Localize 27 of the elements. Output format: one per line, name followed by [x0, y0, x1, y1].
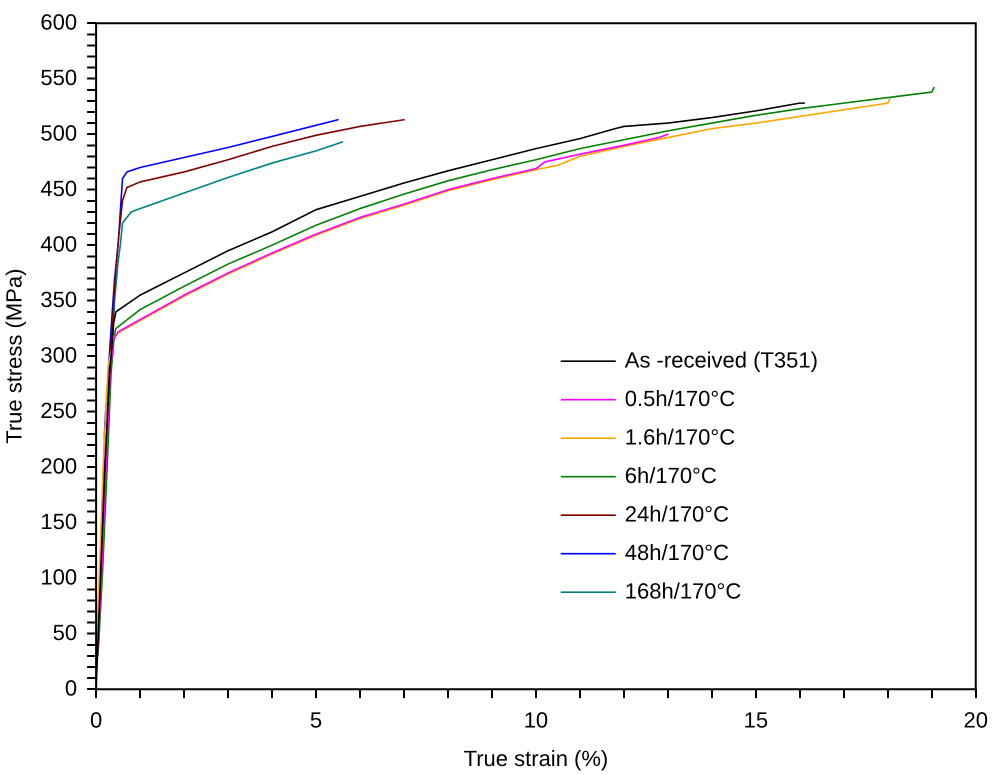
- x-tick-label: 5: [310, 707, 322, 732]
- x-tick-label: 20: [964, 707, 988, 732]
- y-tick-label: 500: [40, 120, 78, 146]
- legend-label: 6h/170°C: [624, 462, 717, 488]
- y-tick-label: 400: [40, 231, 78, 256]
- legend-label: 48h/170°C: [624, 540, 730, 565]
- legend-label: 24h/170°C: [624, 501, 730, 526]
- x-tick-label: 10: [524, 707, 548, 732]
- x-axis-title: True strain (%): [464, 746, 608, 771]
- y-tick-label: 150: [40, 508, 78, 534]
- y-tick-label: 450: [40, 176, 78, 201]
- y-tick-label: 300: [40, 342, 78, 368]
- y-tick-label: 600: [40, 9, 78, 34]
- legend-label: 168h/170°C: [624, 578, 742, 604]
- legend-label: 0.5h/170°C: [624, 386, 736, 411]
- legend-label: As -received (T351): [624, 347, 818, 372]
- x-tick-label: 15: [744, 707, 768, 732]
- y-tick-label: 50: [52, 620, 78, 645]
- y-tick-label: 100: [40, 564, 78, 590]
- y-tick-label: 550: [40, 64, 78, 90]
- x-tick-label: 0: [90, 707, 102, 732]
- legend-label: 1.6h/170°C: [624, 424, 736, 450]
- y-tick-label: 350: [40, 286, 78, 312]
- y-tick-label: 0: [64, 675, 78, 700]
- y-tick-label: 250: [40, 398, 78, 423]
- y-axis-title: True stress (MPa): [1, 268, 26, 444]
- y-tick-label: 200: [40, 453, 78, 478]
